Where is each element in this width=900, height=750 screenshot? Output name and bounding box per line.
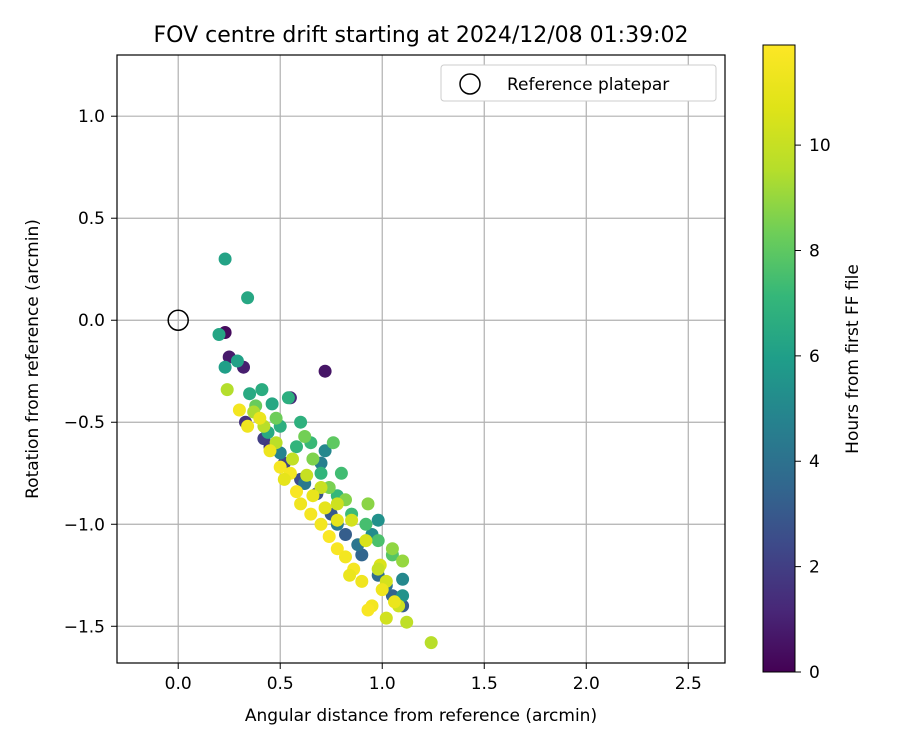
data-point bbox=[218, 252, 232, 266]
data-point bbox=[334, 466, 348, 480]
y-tick-label: 1.0 bbox=[78, 107, 105, 127]
data-point bbox=[424, 636, 438, 650]
data-point bbox=[396, 572, 410, 586]
data-point bbox=[218, 360, 232, 374]
data-point bbox=[396, 554, 410, 568]
colorbar-tick-label: 8 bbox=[809, 241, 820, 261]
data-point bbox=[241, 291, 255, 305]
data-point bbox=[400, 615, 414, 629]
colorbar-tick-label: 10 bbox=[809, 136, 831, 156]
x-tick-label: 2.0 bbox=[573, 674, 600, 694]
data-point bbox=[371, 513, 385, 527]
data-point bbox=[294, 415, 308, 429]
gridlines bbox=[117, 55, 725, 663]
data-point bbox=[243, 387, 257, 401]
chart-title: FOV centre drift starting at 2024/12/08 … bbox=[154, 23, 689, 48]
data-point bbox=[290, 485, 303, 499]
data-point bbox=[298, 430, 312, 443]
data-point bbox=[294, 497, 308, 511]
data-point bbox=[241, 419, 255, 433]
data-point bbox=[300, 468, 314, 482]
data-point bbox=[269, 411, 283, 425]
colorbar: 0 2 4 6 8 10 Hours from first FF file bbox=[762, 44, 863, 683]
colorbar-tick-label: 4 bbox=[809, 452, 820, 472]
data-points bbox=[212, 252, 438, 650]
y-axis-ticks: 1.0 0.5 0.0 −0.5 −1.0 −1.5 bbox=[64, 107, 117, 637]
data-point bbox=[359, 517, 373, 531]
y-axis-label: Rotation from reference (arcmin) bbox=[23, 219, 43, 499]
colorbar-label: Hours from first FF file bbox=[843, 264, 863, 454]
data-point bbox=[286, 452, 299, 466]
x-tick-label: 1.0 bbox=[369, 674, 396, 694]
legend-box bbox=[440, 64, 717, 102]
data-point bbox=[330, 513, 344, 527]
data-point bbox=[314, 481, 328, 494]
data-point bbox=[359, 534, 373, 548]
data-point bbox=[314, 466, 328, 480]
data-point bbox=[290, 440, 303, 454]
data-point bbox=[232, 403, 246, 417]
reference-platepar-marker bbox=[167, 309, 189, 331]
data-point bbox=[263, 444, 277, 458]
data-point bbox=[330, 497, 344, 511]
data-point bbox=[265, 397, 279, 411]
y-tick-label: 0.5 bbox=[78, 209, 105, 229]
x-axis-label: Angular distance from reference (arcmin) bbox=[245, 706, 597, 726]
data-point bbox=[230, 354, 244, 368]
data-point bbox=[361, 603, 375, 617]
x-tick-label: 0.5 bbox=[267, 674, 294, 694]
data-point bbox=[371, 534, 385, 548]
data-point bbox=[273, 460, 287, 474]
legend-label: Reference platepar bbox=[507, 75, 669, 95]
colorbar-gradient bbox=[762, 44, 796, 673]
data-point bbox=[343, 568, 357, 582]
plot-frame bbox=[116, 54, 726, 664]
data-point bbox=[306, 452, 320, 466]
data-point bbox=[306, 489, 320, 503]
data-point bbox=[355, 574, 369, 588]
data-point bbox=[322, 530, 336, 543]
data-point bbox=[253, 411, 267, 425]
data-point bbox=[220, 383, 234, 397]
data-point bbox=[281, 391, 295, 405]
colorbar-tick-label: 0 bbox=[809, 663, 820, 683]
data-point bbox=[330, 542, 344, 556]
data-point bbox=[345, 513, 359, 527]
data-point bbox=[339, 528, 352, 541]
data-point bbox=[355, 548, 369, 562]
colorbar-ticks: 0 2 4 6 8 10 bbox=[795, 136, 831, 683]
x-axis-ticks: 0.0 0.5 1.0 1.5 2.0 2.5 bbox=[165, 663, 702, 694]
y-tick-label: −1.5 bbox=[64, 617, 105, 637]
legend: Reference platepar bbox=[440, 64, 717, 102]
data-point bbox=[339, 550, 352, 564]
x-tick-label: 1.5 bbox=[471, 674, 498, 694]
x-tick-label: 2.5 bbox=[675, 674, 702, 694]
data-point bbox=[273, 446, 287, 460]
data-point bbox=[314, 517, 328, 531]
y-tick-label: 0.0 bbox=[78, 311, 105, 331]
data-point bbox=[318, 501, 332, 515]
legend-marker-icon bbox=[459, 73, 481, 95]
data-point bbox=[212, 328, 226, 341]
data-point bbox=[326, 436, 340, 450]
data-point bbox=[304, 507, 318, 521]
data-point bbox=[255, 383, 269, 397]
data-point bbox=[371, 562, 385, 576]
colorbar-tick-label: 6 bbox=[809, 347, 820, 367]
data-point bbox=[318, 444, 332, 458]
data-point bbox=[375, 583, 389, 597]
data-point bbox=[361, 497, 375, 511]
colorbar-tick-label: 2 bbox=[809, 558, 820, 578]
data-point bbox=[385, 542, 399, 556]
y-tick-label: −0.5 bbox=[64, 413, 105, 433]
data-point bbox=[379, 611, 393, 625]
data-point bbox=[388, 595, 401, 609]
x-tick-label: 0.0 bbox=[165, 674, 192, 694]
data-point bbox=[318, 364, 332, 378]
data-point bbox=[277, 472, 291, 486]
y-tick-label: −1.0 bbox=[64, 515, 105, 535]
